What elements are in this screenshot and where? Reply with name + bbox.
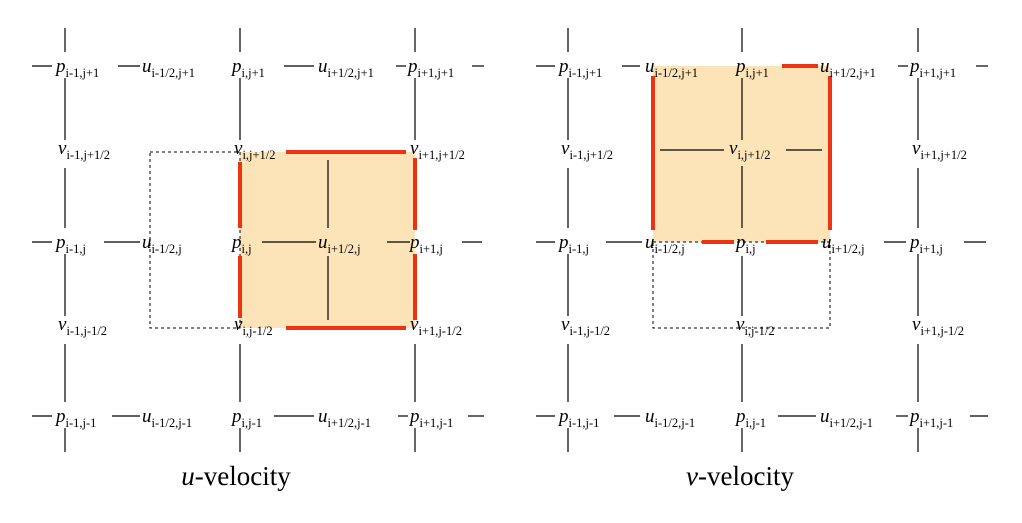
label-p-i-j: pi,j: [734, 232, 756, 256]
label-v-i+1-j+1/2: vi+1,j+1/2: [410, 138, 465, 162]
label-u-i+1/2-j: ui+1/2,j: [318, 232, 361, 256]
label-p-i-j+1: pi,j+1: [230, 56, 265, 80]
label-p-i-1-j+1: pi-1,j+1: [54, 56, 99, 80]
label-u-i-1/2-j: ui-1/2,j: [142, 232, 182, 256]
label-p-i-1-j: pi-1,j: [557, 232, 589, 256]
label-p-i-j+1: pi,j+1: [734, 56, 769, 80]
label-v-i-1-j-1/2: vi-1,j-1/2: [58, 314, 107, 338]
label-v-i-1-j-1/2: vi-1,j-1/2: [561, 314, 610, 338]
label-p-i+1-j-1: pi+1,j-1: [908, 406, 953, 430]
label-p-i-1-j-1: pi-1,j-1: [54, 406, 96, 430]
label-u-i+1/2-j-1: ui+1/2,j-1: [820, 406, 873, 430]
label-p-i-j: pi,j: [230, 232, 252, 256]
label-v-i-j+1/2: vi,j+1/2: [729, 138, 771, 162]
v-labels: pi-1,j+1 ui-1/2,j+1 pi,j+1 ui+1/2,j+1 pi…: [557, 56, 967, 430]
v-velocity-panel: pi-1,j+1 ui-1/2,j+1 pi,j+1 ui+1/2,j+1 pi…: [536, 28, 988, 491]
v-velocity-caption: v-velocity: [686, 461, 794, 491]
label-p-i-j-1: pi,j-1: [230, 406, 262, 430]
label-u-i+1/2-j-1: ui+1/2,j-1: [318, 406, 371, 430]
label-u-i+1/2-j: ui+1/2,j: [822, 232, 865, 256]
label-u-i-1/2-j+1: ui-1/2,j+1: [142, 56, 195, 80]
label-p-i+1-j+1: pi+1,j+1: [406, 56, 454, 80]
label-p-i-j-1: pi,j-1: [734, 406, 766, 430]
label-v-i-j-1/2: vi,j-1/2: [736, 314, 775, 338]
u-dashed-cell: [149, 151, 241, 329]
label-v-i+1-j-1/2: vi+1,j-1/2: [410, 314, 462, 338]
label-v-i-j-1/2: vi,j-1/2: [234, 314, 273, 338]
label-v-i-1-j+1/2: vi-1,j+1/2: [58, 138, 110, 162]
v-grid-lines: [536, 28, 988, 452]
u-labels: pi-1,j+1 ui-1/2,j+1 pi,j+1 ui+1/2,j+1 pi…: [54, 56, 465, 430]
label-p-i-1-j-1: pi-1,j-1: [557, 406, 599, 430]
label-u-i-1/2-j-1: ui-1/2,j-1: [645, 406, 695, 430]
label-u-i-1/2-j: ui-1/2,j: [645, 232, 685, 256]
v-boundary: [651, 64, 832, 244]
u-grid-lines: [32, 28, 484, 452]
v-dashed-cell: [652, 241, 831, 329]
label-u-i-1/2-j-1: ui-1/2,j-1: [142, 406, 192, 430]
label-p-i+1-j-1: pi+1,j-1: [408, 406, 453, 430]
label-p-i+1-j: pi+1,j: [408, 232, 443, 256]
label-p-i+1-j: pi+1,j: [908, 232, 943, 256]
label-u-i+1/2-j+1: ui+1/2,j+1: [318, 56, 374, 80]
label-u-i+1/2-j+1: ui+1/2,j+1: [820, 56, 876, 80]
label-p-i+1-j+1: pi+1,j+1: [908, 56, 956, 80]
label-p-i-1-j+1: pi-1,j+1: [557, 56, 602, 80]
label-v-i-1-j+1/2: vi-1,j+1/2: [561, 138, 613, 162]
u-boundary: [238, 150, 417, 330]
label-u-i-1/2-j+1: ui-1/2,j+1: [645, 56, 698, 80]
label-v-i+1-j+1/2: vi+1,j+1/2: [912, 138, 967, 162]
u-velocity-caption: u-velocity: [181, 461, 291, 491]
label-v-i-j+1/2: vi,j+1/2: [234, 138, 276, 162]
label-v-i+1-j-1/2: vi+1,j-1/2: [912, 314, 964, 338]
u-velocity-panel: pi-1,j+1 ui-1/2,j+1 pi,j+1 ui+1/2,j+1 pi…: [32, 28, 484, 491]
label-p-i-1-j: pi-1,j: [54, 232, 86, 256]
